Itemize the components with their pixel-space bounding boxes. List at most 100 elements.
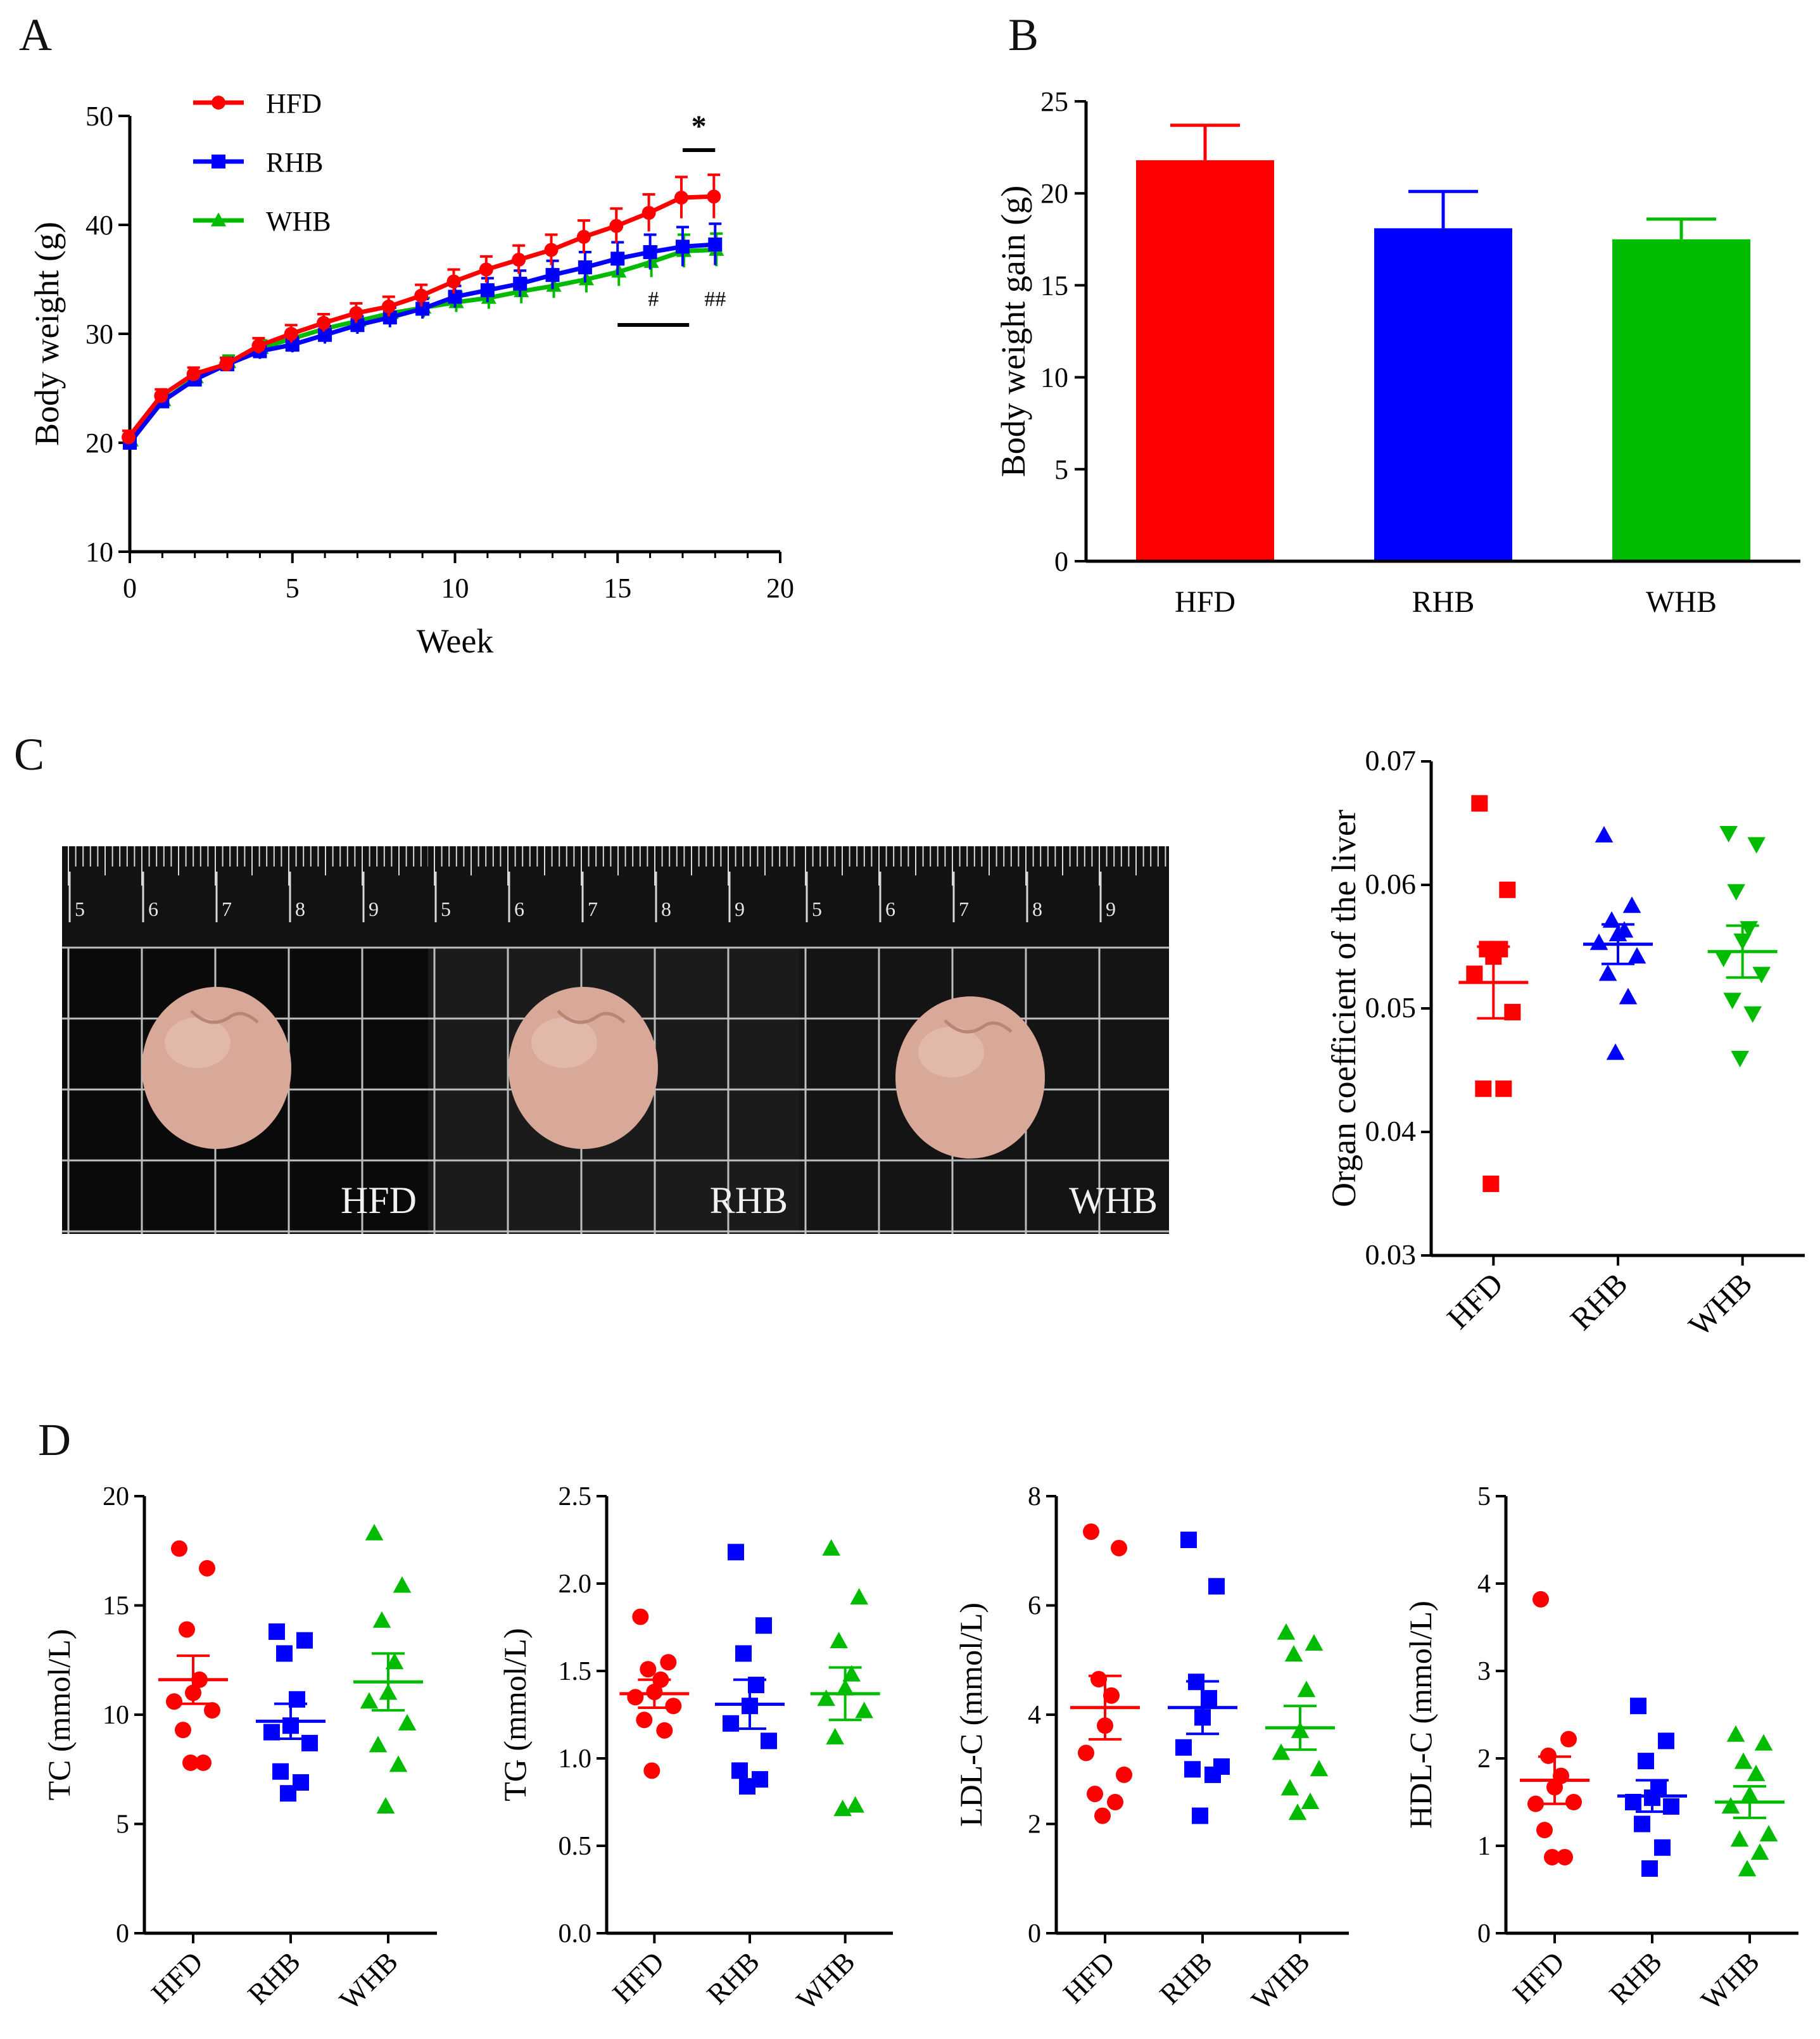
data-point-rhb <box>350 318 365 333</box>
x-tick-label: WHB <box>333 1945 404 2016</box>
data-point-whb <box>1714 951 1733 967</box>
data-point-rhb <box>578 260 592 275</box>
liver-sample-hfd <box>142 987 291 1149</box>
data-point-rhb <box>1638 1753 1654 1770</box>
liver-highlight <box>165 1017 231 1068</box>
ruler-and-grid: 5 6 7 8 9 <box>799 846 1169 1234</box>
y-tick-label: 1.5 <box>559 1657 592 1686</box>
y-axis-title: TG (mmol/L) <box>497 1628 533 1801</box>
y-tick-label: 3 <box>1477 1657 1491 1686</box>
data-point-whb <box>826 1727 844 1744</box>
data-point-rhb <box>1192 1807 1208 1824</box>
data-point-rhb <box>1654 1839 1671 1856</box>
y-tick-label: 0.05 <box>1365 991 1417 1024</box>
x-tick-label: WHB <box>1681 1266 1759 1343</box>
data-point-rhb <box>296 1632 313 1649</box>
data-point-hfd <box>665 1698 682 1715</box>
data-point-whb <box>846 1796 864 1813</box>
y-tick-label: 5 <box>116 1810 129 1839</box>
data-point-whb <box>842 1665 861 1682</box>
data-point-rhb <box>1208 1578 1225 1595</box>
liver-sample-rhb <box>509 987 658 1149</box>
data-point-whb <box>1752 967 1771 984</box>
data-point-whb <box>393 1576 412 1593</box>
y-axis-title: Body weight gain (g) <box>994 186 1032 477</box>
ruler-number: 7 <box>959 898 969 920</box>
chart-b-weight-gain: HFD RHB WHB 0 5 10 15 20 25 Body weight gain (g) <box>994 86 1800 619</box>
data-point-hfd <box>284 327 298 341</box>
data-point-whb <box>1280 1779 1299 1796</box>
x-tick-label: HFD <box>145 1945 209 2009</box>
y-axis-title: Body weight (g) <box>28 222 66 446</box>
y-tick-label: 10 <box>85 537 113 568</box>
data-point-hfd <box>1560 1731 1577 1748</box>
bar-hfd <box>1136 160 1274 562</box>
y-tick-label: 25 <box>1040 86 1068 117</box>
data-point-whb <box>1719 826 1738 843</box>
data-point-rhb <box>1630 1698 1646 1715</box>
data-point-whb <box>1723 993 1741 1010</box>
y-tick-label: 0 <box>1028 1919 1041 1948</box>
y-tick-label: 40 <box>85 210 113 241</box>
data-point-whb <box>1726 1725 1745 1742</box>
data-point-rhb <box>1180 1532 1197 1548</box>
y-tick-label: 5 <box>1477 1482 1491 1511</box>
data-point-rhb <box>415 302 430 316</box>
photo-section-rhb: 5 6 7 8 9 RHB <box>428 846 799 1234</box>
data-point-whb <box>369 1736 388 1753</box>
data-point-whb <box>1284 1645 1303 1662</box>
ruler-number: 9 <box>369 898 379 920</box>
x-tick-label: 20 <box>766 573 794 604</box>
data-point-hfd <box>1103 1687 1120 1704</box>
data-point-hfd <box>576 229 591 244</box>
data-point-hfd <box>219 357 234 372</box>
series-line-whb <box>129 248 717 442</box>
bar-whb <box>1612 239 1750 561</box>
data-point-hfd <box>1532 1591 1549 1608</box>
data-point-hfd <box>1078 1744 1094 1762</box>
data-point-hfd <box>204 1702 220 1719</box>
data-point-whb <box>1747 1764 1766 1781</box>
data-point-hfd <box>414 288 429 303</box>
x-tick-label: WHB <box>1245 1945 1316 2016</box>
x-tick-label: HFD <box>606 1945 670 2009</box>
ruler-number: 5 <box>75 898 85 920</box>
data-point-hfd <box>179 1621 195 1638</box>
data-point-whb <box>1754 1734 1773 1751</box>
data-point-whb <box>830 1632 848 1649</box>
y-tick-label: 4 <box>1028 1701 1041 1730</box>
data-point-rhb <box>276 1645 293 1662</box>
y-tick-label: 0.06 <box>1365 868 1417 900</box>
x-tick-label: RHB <box>700 1945 766 2010</box>
bar-rhb <box>1374 228 1512 562</box>
data-point-hfd <box>446 274 461 289</box>
y-tick-label: 2.5 <box>559 1482 592 1511</box>
data-point-hfd <box>1557 1848 1573 1865</box>
y-tick-label: 0.0 <box>559 1919 592 1948</box>
ruler-number: 6 <box>514 898 524 920</box>
significance-double-hash: ## <box>704 288 726 311</box>
data-point-whb <box>855 1701 873 1718</box>
x-tick-label: HFD <box>1507 1945 1570 2009</box>
liver-lobe-line <box>190 1010 259 1024</box>
data-point-rhb <box>301 1734 318 1751</box>
y-tick-label: 0 <box>1054 546 1068 577</box>
x-tick-label: WHB <box>1646 585 1717 619</box>
panel-label-b: B <box>1008 10 1039 60</box>
chart-d-tc: HFD RHB WHB 0 5 10 15 20 TC (mmol/L) <box>41 1482 437 2016</box>
data-point-whb <box>1747 837 1766 854</box>
y-axis-title: HDL-C (mmol/L) <box>1403 1601 1438 1829</box>
data-point-whb <box>1310 1760 1329 1777</box>
data-point-hfd <box>674 191 688 205</box>
data-point-whb <box>398 1713 417 1731</box>
x-tick-label: HFD <box>1175 585 1235 619</box>
data-point-rhb <box>1204 1766 1221 1783</box>
data-point-hfd <box>641 206 656 220</box>
data-point-hfd <box>1466 965 1483 982</box>
data-point-whb <box>385 1653 404 1670</box>
y-tick-label: 20 <box>103 1482 129 1511</box>
data-point-whb <box>1759 1825 1778 1842</box>
x-tick-label: RHB <box>1563 1266 1634 1337</box>
ruler-number: 7 <box>222 898 232 920</box>
